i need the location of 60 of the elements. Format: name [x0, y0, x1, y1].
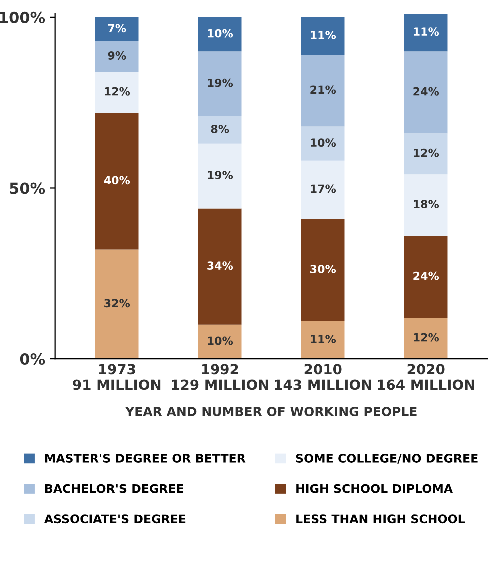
data-label: 30% — [310, 265, 336, 274]
bar — [404, 236, 448, 318]
data-label: 10% — [208, 336, 234, 346]
y-tick-label: 0% — [20, 354, 46, 366]
data-label: 32% — [104, 299, 130, 308]
bar — [96, 41, 139, 72]
bar — [301, 218, 345, 322]
data-label: 34% — [208, 262, 234, 270]
bar — [198, 324, 242, 360]
bar — [198, 144, 242, 209]
legend-label: SOME COLLEGE/NO DEGREE — [296, 454, 478, 464]
data-label: 12% — [414, 148, 440, 158]
bar — [301, 55, 345, 127]
bar — [301, 160, 345, 219]
bar — [404, 174, 448, 236]
bar — [96, 72, 139, 114]
data-label: 40% — [104, 176, 130, 185]
bar — [198, 17, 242, 52]
data-label: 9% — [108, 52, 126, 60]
bar — [301, 17, 345, 56]
legend-label: MASTER'S DEGREE OR BETTER — [45, 454, 246, 463]
data-label: 10% — [311, 138, 336, 148]
data-label: 18% — [414, 200, 440, 209]
bar — [301, 126, 345, 161]
data-label: 12% — [105, 87, 130, 96]
data-label: 11% — [414, 28, 440, 36]
y-tick-label: 100% — [0, 12, 46, 24]
data-label: 24% — [414, 87, 440, 96]
bar — [404, 14, 448, 52]
y-tick-label: 50% — [10, 182, 46, 194]
bar — [404, 52, 448, 134]
data-label: 10% — [208, 29, 234, 38]
legend-label: LESS THAN HIGH SCHOOL — [296, 514, 466, 524]
data-label: 24% — [414, 272, 440, 280]
legend-label: BACHELOR'S DEGREE — [45, 484, 184, 494]
bar — [198, 116, 242, 144]
data-label: 19% — [208, 78, 234, 88]
bar — [301, 321, 345, 360]
bar — [404, 134, 448, 175]
legend-label: HIGH SCHOOL DIPLOMA — [296, 484, 454, 494]
bar — [96, 250, 139, 360]
bar — [198, 208, 242, 325]
legend-label: ASSOCIATE'S DEGREE — [44, 514, 186, 524]
data-label: 7% — [108, 24, 126, 33]
bar — [96, 17, 139, 42]
data-label: 8% — [211, 124, 230, 134]
data-label: 11% — [311, 335, 336, 344]
data-label: 21% — [310, 86, 336, 94]
data-label: 19% — [208, 171, 234, 180]
x-tick-label: 1992 129 MILLION — [172, 364, 268, 390]
bar — [96, 113, 139, 250]
data-label: 17% — [311, 184, 336, 194]
x-tick-label: 2010 143 MILLION — [275, 364, 372, 390]
x-tick-label: 1973 91 MILLION — [73, 364, 161, 390]
bar — [404, 318, 448, 360]
x-axis-title: YEAR AND NUMBER OF WORKING PEOPLE — [125, 407, 417, 416]
x-tick-label: 2020 164 MILLION — [378, 364, 474, 390]
data-label: 12% — [414, 333, 440, 342]
bar — [198, 52, 242, 117]
data-label: 11% — [311, 31, 336, 40]
